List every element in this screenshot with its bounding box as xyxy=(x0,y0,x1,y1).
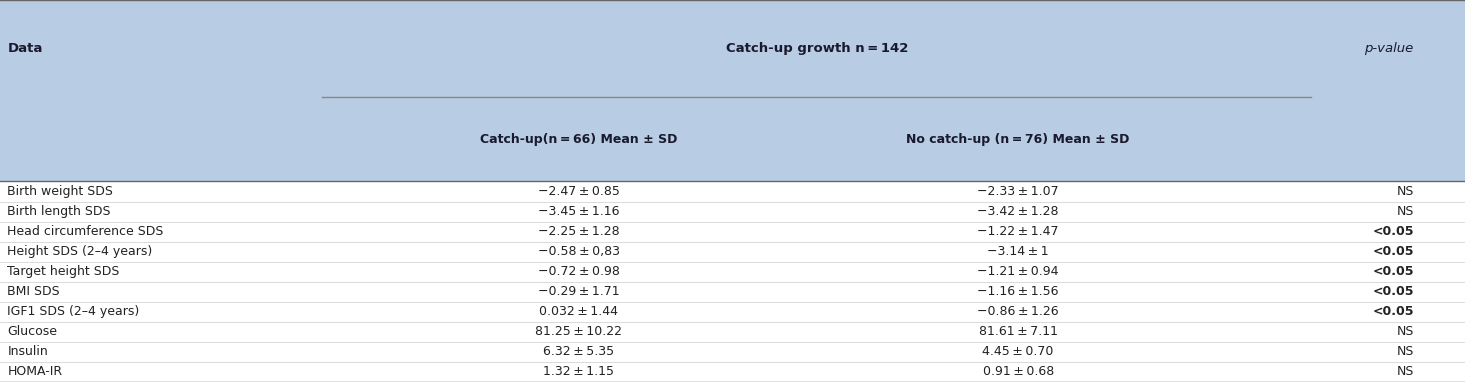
Text: IGF1 SDS (2–4 years): IGF1 SDS (2–4 years) xyxy=(7,305,139,318)
Text: 6.32 ± 5.35: 6.32 ± 5.35 xyxy=(544,345,614,358)
Text: 81.25 ± 10.22: 81.25 ± 10.22 xyxy=(535,325,623,338)
Text: <0.05: <0.05 xyxy=(1373,245,1414,258)
Text: 0.032 ± 1.44: 0.032 ± 1.44 xyxy=(539,305,618,318)
Text: −0.72 ± 0.98: −0.72 ± 0.98 xyxy=(538,265,620,278)
Text: −3.42 ± 1.28: −3.42 ± 1.28 xyxy=(977,205,1059,218)
Text: −0.29 ± 1.71: −0.29 ± 1.71 xyxy=(538,285,620,298)
Text: 0.91 ± 0.68: 0.91 ± 0.68 xyxy=(983,366,1053,379)
Text: −0.58 ± 0,83: −0.58 ± 0,83 xyxy=(538,245,620,258)
Text: −1.22 ± 1.47: −1.22 ± 1.47 xyxy=(977,225,1059,238)
Text: 4.45 ± 0.70: 4.45 ± 0.70 xyxy=(983,345,1053,358)
Text: Head circumference SDS: Head circumference SDS xyxy=(7,225,164,238)
Text: NS: NS xyxy=(1396,325,1414,338)
Text: −3.45 ± 1.16: −3.45 ± 1.16 xyxy=(538,205,620,218)
Text: −2.33 ± 1.07: −2.33 ± 1.07 xyxy=(977,185,1059,198)
Text: −0.86 ± 1.26: −0.86 ± 1.26 xyxy=(977,305,1059,318)
Text: <0.05: <0.05 xyxy=(1373,265,1414,278)
Text: 81.61 ± 7.11: 81.61 ± 7.11 xyxy=(979,325,1058,338)
Text: NS: NS xyxy=(1396,185,1414,198)
Text: 1.32 ± 1.15: 1.32 ± 1.15 xyxy=(544,366,614,379)
Text: −1.21 ± 0.94: −1.21 ± 0.94 xyxy=(977,265,1059,278)
Text: Birth length SDS: Birth length SDS xyxy=(7,205,111,218)
Text: Catch-up(n = 66) Mean ± SD: Catch-up(n = 66) Mean ± SD xyxy=(481,133,677,146)
Text: Catch-up growth n = 142: Catch-up growth n = 142 xyxy=(725,42,908,55)
Text: NS: NS xyxy=(1396,345,1414,358)
Text: <0.05: <0.05 xyxy=(1373,225,1414,238)
Text: <0.05: <0.05 xyxy=(1373,285,1414,298)
Text: HOMA-IR: HOMA-IR xyxy=(7,366,63,379)
Text: p-value: p-value xyxy=(1364,42,1414,55)
Text: No catch-up (n = 76) Mean ± SD: No catch-up (n = 76) Mean ± SD xyxy=(907,133,1130,146)
Text: BMI SDS: BMI SDS xyxy=(7,285,60,298)
Text: −1.16 ± 1.56: −1.16 ± 1.56 xyxy=(977,285,1059,298)
Text: Target height SDS: Target height SDS xyxy=(7,265,120,278)
Text: Glucose: Glucose xyxy=(7,325,57,338)
Text: NS: NS xyxy=(1396,205,1414,218)
Text: Data: Data xyxy=(7,42,42,55)
Text: NS: NS xyxy=(1396,366,1414,379)
Text: <0.05: <0.05 xyxy=(1373,305,1414,318)
Text: −2.25 ± 1.28: −2.25 ± 1.28 xyxy=(538,225,620,238)
Bar xyxy=(0,0,1465,181)
Text: Insulin: Insulin xyxy=(7,345,48,358)
Text: Birth weight SDS: Birth weight SDS xyxy=(7,185,113,198)
Text: Height SDS (2–4 years): Height SDS (2–4 years) xyxy=(7,245,152,258)
Text: −2.47 ± 0.85: −2.47 ± 0.85 xyxy=(538,185,620,198)
Text: −3.14 ± 1: −3.14 ± 1 xyxy=(987,245,1049,258)
